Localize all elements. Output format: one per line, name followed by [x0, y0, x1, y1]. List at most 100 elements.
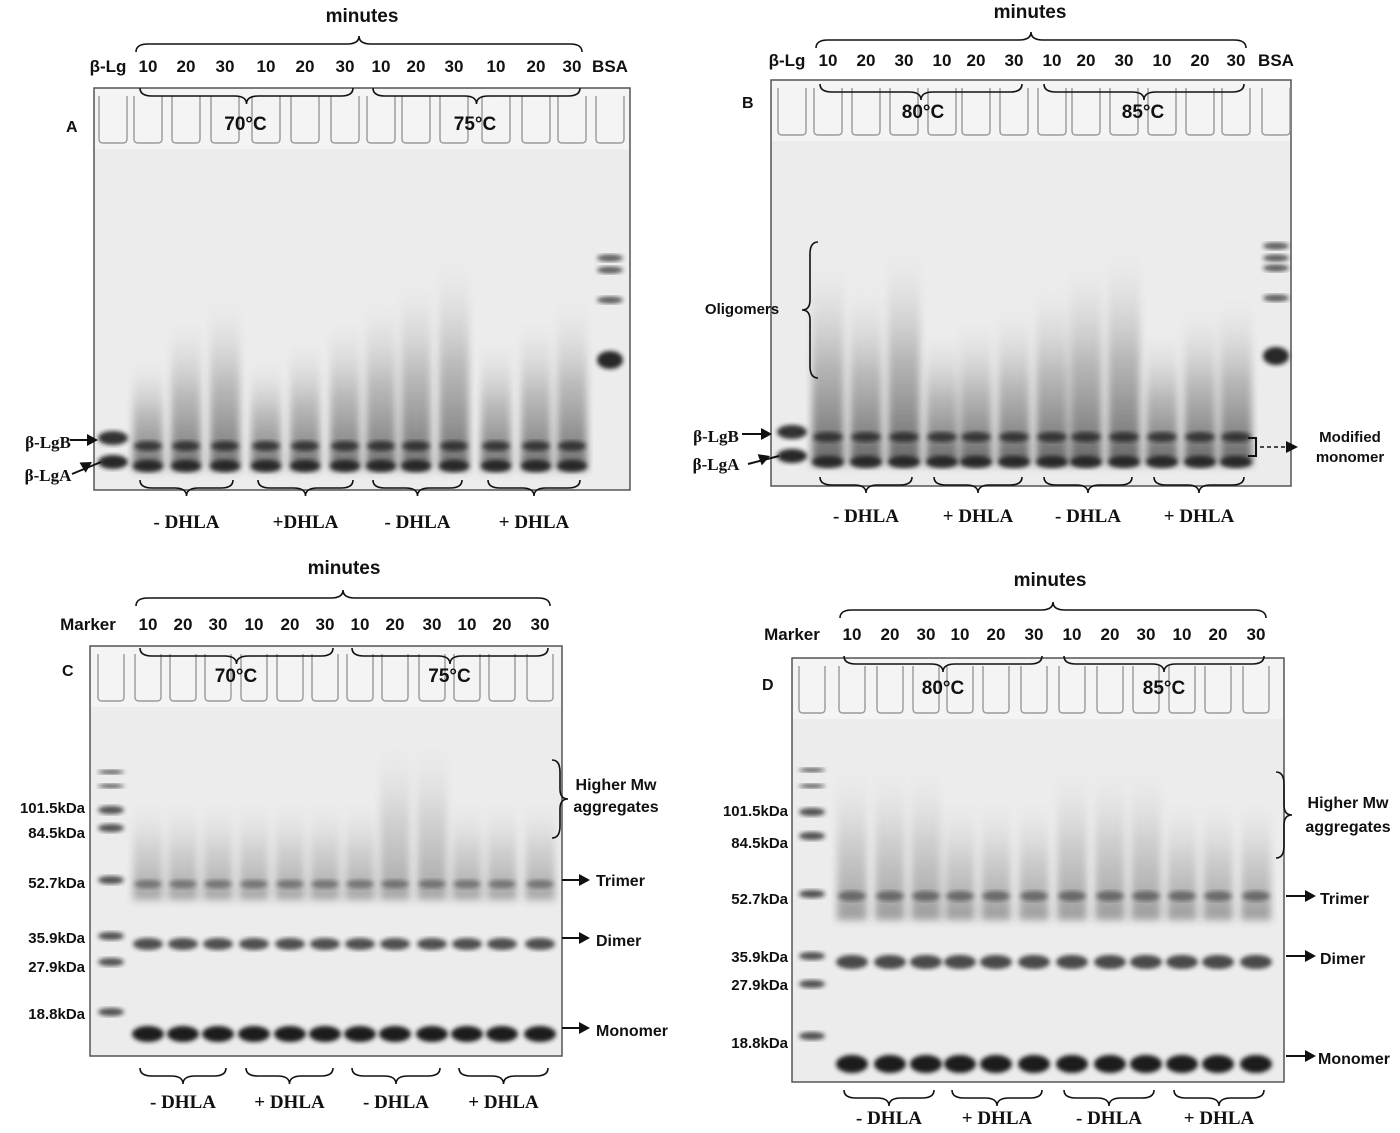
band-a: [926, 456, 958, 468]
dimer-band: [1202, 955, 1234, 969]
dimer-band: [874, 955, 906, 969]
temperature-label: 70°C: [224, 114, 267, 135]
trimer-band: [418, 880, 446, 888]
band-a: [401, 460, 431, 472]
band-b: [1185, 432, 1215, 442]
monomer-band: [910, 1055, 942, 1073]
well-9: [418, 654, 446, 702]
trimer-band: [276, 880, 304, 888]
aggregate-smear: [1070, 263, 1102, 465]
marker-band: [799, 768, 825, 772]
time-label: 20: [527, 57, 546, 76]
aggregate-smear: [812, 263, 844, 465]
marker-label: 35.9kDa: [731, 949, 788, 966]
treatment-label: - DHLA: [150, 1092, 216, 1113]
dimer-band: [239, 938, 269, 950]
trimer-band: [381, 880, 409, 888]
band-b: [367, 441, 395, 451]
band-b: [482, 441, 510, 451]
aggregate-smear: [380, 742, 410, 900]
treatment-brace: [933, 476, 1023, 494]
well-1: [838, 666, 866, 714]
monomer-band: [1240, 1055, 1272, 1073]
well-0: [98, 96, 128, 144]
treatment-label: + DHLA: [1164, 506, 1235, 527]
minutes-label: minutes: [326, 6, 399, 27]
aggregate-smear: [401, 280, 431, 470]
trimer-label: Trimer: [1320, 891, 1369, 908]
treatment-label: + DHLA: [468, 1092, 539, 1113]
well-5: [276, 654, 304, 702]
well-1: [133, 96, 163, 144]
monomer-band: [238, 1026, 270, 1042]
treatment-label: + DHLA: [943, 506, 1014, 527]
aggregates-label: aggregates: [1305, 819, 1390, 836]
bsa-band: [1263, 242, 1289, 250]
time-label: 20: [857, 51, 876, 70]
time-label: 10: [819, 51, 838, 70]
monomer-band: [836, 1055, 868, 1073]
temperature-brace: [819, 83, 1023, 101]
well-8: [1096, 666, 1124, 714]
band-b: [1109, 432, 1139, 442]
first-lane-label: β-Lg: [769, 51, 806, 70]
temperature-label: 75°C: [454, 114, 497, 135]
treatment-brace: [351, 1067, 441, 1085]
temperature-label: 80°C: [922, 678, 965, 699]
beta-lgb-band: [777, 425, 807, 439]
trimer-band: [838, 891, 866, 901]
well-5: [982, 666, 1010, 714]
time-label: 20: [1191, 51, 1210, 70]
trimer-band: [526, 880, 554, 888]
bsa-band: [597, 296, 623, 304]
bsa-band: [1263, 294, 1289, 302]
marker-band: [98, 932, 124, 940]
higher-mw-brace: [551, 759, 569, 839]
trimer-arrow-head: [1305, 890, 1316, 902]
monomer-label: monomer: [1316, 449, 1385, 466]
dimer-band: [487, 938, 517, 950]
band-a: [439, 460, 469, 472]
trimer-band: [169, 880, 197, 888]
treatment-brace: [1043, 476, 1133, 494]
marker-label: 52.7kDa: [28, 875, 85, 892]
well-0: [97, 654, 125, 702]
band-b: [522, 441, 550, 451]
treatment-brace: [245, 1067, 334, 1085]
monomer-band: [132, 1026, 164, 1042]
time-label: 10: [351, 615, 370, 634]
band-a: [812, 456, 844, 468]
minutes-label: minutes: [1014, 570, 1087, 591]
dimer-band: [203, 938, 233, 950]
well-12: [557, 96, 587, 144]
band-a: [998, 456, 1030, 468]
time-label: 20: [1209, 625, 1228, 644]
well-11: [1204, 666, 1232, 714]
temperature-label: 70°C: [215, 666, 258, 687]
marker-band: [799, 1032, 825, 1040]
band-a: [1220, 456, 1252, 468]
band-b: [813, 432, 843, 442]
temperature-label: 80°C: [902, 102, 945, 123]
well-3: [204, 654, 232, 702]
dimer-arrow-head: [579, 932, 590, 944]
treatment-label: +DHLA: [273, 512, 339, 533]
marker-band: [98, 876, 124, 884]
trimer-band: [946, 891, 974, 901]
aggregate-smear: [251, 360, 281, 470]
well-13: [595, 96, 625, 144]
last-lane-label: BSA: [1258, 51, 1294, 70]
well-0: [798, 666, 826, 714]
time-label: 20: [174, 615, 193, 634]
time-label: 30: [336, 57, 355, 76]
trimer-band: [240, 880, 268, 888]
temperature-brace: [351, 647, 549, 665]
modified-label: Modified: [1319, 429, 1381, 446]
well-7: [366, 96, 396, 144]
trimer-band: [346, 880, 374, 888]
well-12: [526, 654, 554, 702]
well-12: [1242, 666, 1270, 714]
